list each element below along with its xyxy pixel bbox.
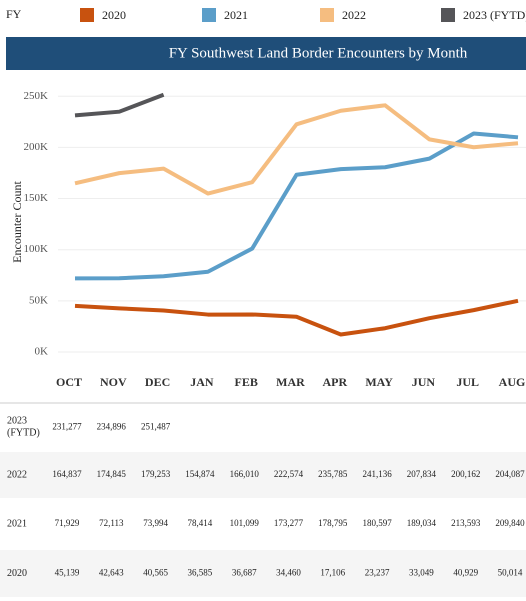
- table-cell: 164,837: [52, 469, 82, 479]
- y-tick-label: 0K: [35, 346, 49, 358]
- table-cell: 204,087: [495, 469, 525, 479]
- y-axis-title: Encounter Count: [10, 181, 24, 263]
- x-tick-label: OCT: [56, 375, 82, 389]
- x-tick-label: NOV: [100, 375, 127, 389]
- table-cell: 72,113: [99, 518, 124, 528]
- table-row-label: 2021: [7, 518, 27, 529]
- table-cell: 235,785: [318, 469, 348, 479]
- legend-label: 2020: [102, 8, 126, 22]
- table-cell: 222,574: [274, 469, 304, 479]
- x-tick-label: JUN: [412, 375, 436, 389]
- x-tick-label: JUL: [456, 375, 479, 389]
- table-cell: 101,099: [230, 518, 260, 528]
- table-row-bg: [0, 452, 526, 498]
- x-tick-label: APR: [322, 375, 347, 389]
- table-cell: 34,460: [276, 568, 301, 578]
- legend-swatch: [441, 8, 455, 22]
- table-cell: 251,487: [141, 422, 171, 432]
- x-tick-label: MAR: [276, 375, 305, 389]
- series-line: [74, 298, 519, 337]
- x-tick-label: MAY: [365, 375, 393, 389]
- series-line: [74, 92, 165, 118]
- table-cell: 40,929: [453, 568, 478, 578]
- table-row-bg: [0, 550, 526, 597]
- y-tick-label: 50K: [29, 294, 48, 306]
- legend-label: 2021: [224, 8, 248, 22]
- table-row-label: 2023 (FYTD): [7, 416, 40, 439]
- legend-label: 2023 (FYTD): [463, 8, 526, 22]
- table-cell: 173,277: [274, 518, 304, 528]
- table-cell: 73,994: [143, 518, 168, 528]
- y-tick-label: 200K: [24, 141, 49, 153]
- table-cell: 154,874: [185, 469, 215, 479]
- table-cell: 234,896: [97, 422, 127, 432]
- x-tick-label: JAN: [190, 375, 214, 389]
- table-cell: 71,929: [55, 518, 80, 528]
- table-cell: 213,593: [451, 518, 481, 528]
- series-line: [74, 103, 519, 196]
- table-cell: 40,565: [143, 568, 168, 578]
- title-bar: [6, 37, 526, 70]
- table-cell: 45,139: [55, 568, 80, 578]
- x-tick-label: AUG: [499, 375, 526, 389]
- table-cell: 209,840: [495, 518, 525, 528]
- legend-label: 2022: [342, 8, 366, 22]
- table-cell: 207,834: [407, 469, 437, 479]
- chart-title: FY Southwest Land Border Encounters by M…: [169, 45, 468, 61]
- table-cell: 241,136: [362, 469, 392, 479]
- x-tick-label: FEB: [235, 375, 258, 389]
- table-cell: 178,795: [318, 518, 348, 528]
- table-cell: 50,014: [498, 568, 523, 578]
- y-tick-label: 150K: [24, 192, 49, 204]
- legend-title: FY: [6, 7, 22, 21]
- table-cell: 36,687: [232, 568, 257, 578]
- legend-swatch: [320, 8, 334, 22]
- table-cell: 78,414: [188, 518, 213, 528]
- table-cell: 231,277: [52, 422, 82, 432]
- table-row-label: 2022: [7, 469, 27, 480]
- table-cell: 36,585: [188, 568, 213, 578]
- table-cell: 174,845: [97, 469, 127, 479]
- table-cell: 179,253: [141, 469, 171, 479]
- table-cell: 166,010: [230, 469, 260, 479]
- table-cell: 200,162: [451, 469, 480, 479]
- x-tick-label: DEC: [145, 375, 170, 389]
- table-cell: 42,643: [99, 568, 124, 578]
- table-cell: 23,237: [365, 568, 390, 578]
- legend-swatch: [80, 8, 94, 22]
- table-cell: 180,597: [362, 518, 392, 528]
- legend-swatch: [202, 8, 216, 22]
- series-line: [74, 131, 519, 281]
- table-row-label: 2020: [7, 568, 27, 579]
- table-cell: 17,106: [320, 568, 345, 578]
- y-tick-label: 100K: [24, 243, 49, 255]
- table-cell: 189,034: [407, 518, 437, 528]
- table-cell: 33,049: [409, 568, 434, 578]
- y-tick-label: 250K: [24, 90, 49, 102]
